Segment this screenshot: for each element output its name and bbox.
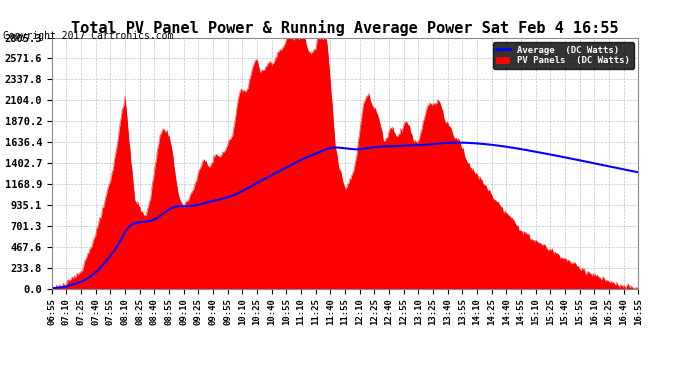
Text: Copyright 2017 Cartronics.com: Copyright 2017 Cartronics.com	[3, 32, 174, 41]
Title: Total PV Panel Power & Running Average Power Sat Feb 4 16:55: Total PV Panel Power & Running Average P…	[71, 20, 619, 36]
Legend: Average  (DC Watts), PV Panels  (DC Watts): Average (DC Watts), PV Panels (DC Watts)	[493, 42, 633, 69]
